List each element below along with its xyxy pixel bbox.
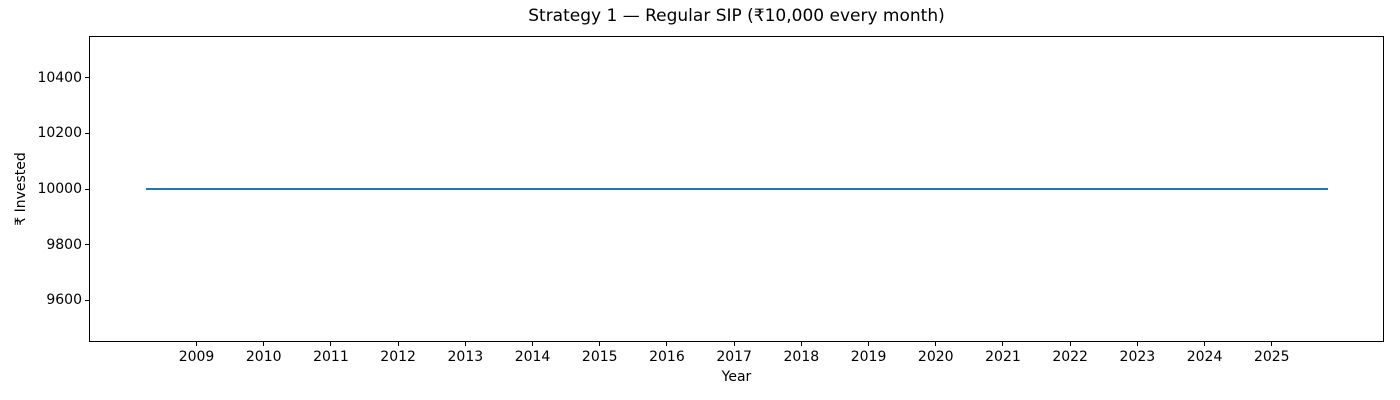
x-tick-label: 2014 bbox=[514, 349, 551, 365]
x-tick-mark bbox=[330, 342, 332, 346]
x-tick-mark bbox=[1204, 342, 1206, 346]
x-tick-label: 2012 bbox=[380, 349, 416, 365]
y-tick-mark bbox=[85, 244, 89, 246]
series-line-monthly-investment bbox=[146, 188, 1328, 190]
y-tick-mark bbox=[85, 299, 89, 301]
x-tick-mark bbox=[1069, 342, 1071, 346]
x-tick-label: 2010 bbox=[245, 349, 282, 365]
y-tick-label: 9800 bbox=[46, 236, 82, 253]
x-tick-label: 2016 bbox=[649, 349, 685, 365]
y-tick-mark bbox=[85, 132, 89, 134]
x-tick-label: 2024 bbox=[1186, 349, 1223, 365]
x-tick-mark bbox=[800, 342, 802, 346]
y-tick-label: 9600 bbox=[46, 292, 82, 309]
x-tick-label: 2017 bbox=[716, 349, 752, 365]
x-tick-mark bbox=[1271, 342, 1273, 346]
x-tick-mark bbox=[464, 342, 466, 346]
y-tick-mark bbox=[85, 77, 89, 79]
x-tick-mark bbox=[397, 342, 399, 346]
x-axis-label: Year bbox=[721, 369, 752, 385]
x-tick-mark bbox=[263, 342, 265, 346]
x-tick-mark bbox=[868, 342, 870, 346]
plot-area bbox=[89, 36, 1384, 342]
x-tick-label: 2025 bbox=[1253, 349, 1290, 365]
x-tick-mark bbox=[196, 342, 198, 346]
x-tick-label: 2015 bbox=[581, 349, 618, 365]
x-tick-mark bbox=[599, 342, 601, 346]
x-tick-label: 2011 bbox=[313, 349, 349, 365]
chart-title: Strategy 1 — Regular SIP (₹10,000 every … bbox=[528, 6, 945, 26]
x-tick-label: 2023 bbox=[1119, 349, 1156, 365]
x-tick-label: 2022 bbox=[1052, 349, 1088, 365]
y-tick-mark bbox=[85, 188, 89, 190]
x-tick-mark bbox=[935, 342, 937, 346]
x-tick-label: 2013 bbox=[447, 349, 484, 365]
x-tick-mark bbox=[1002, 342, 1004, 346]
x-tick-mark bbox=[666, 342, 668, 346]
x-tick-mark bbox=[532, 342, 534, 346]
x-tick-label: 2019 bbox=[850, 349, 887, 365]
x-tick-label: 2018 bbox=[783, 349, 820, 365]
x-tick-mark bbox=[1136, 342, 1138, 346]
x-tick-mark bbox=[733, 342, 735, 346]
y-tick-label: 10400 bbox=[37, 69, 82, 86]
y-tick-label: 10000 bbox=[37, 181, 82, 197]
x-tick-label: 2009 bbox=[178, 349, 215, 365]
x-tick-label: 2020 bbox=[917, 349, 954, 365]
x-tick-label: 2021 bbox=[985, 349, 1021, 365]
y-tick-label: 10200 bbox=[37, 125, 82, 142]
